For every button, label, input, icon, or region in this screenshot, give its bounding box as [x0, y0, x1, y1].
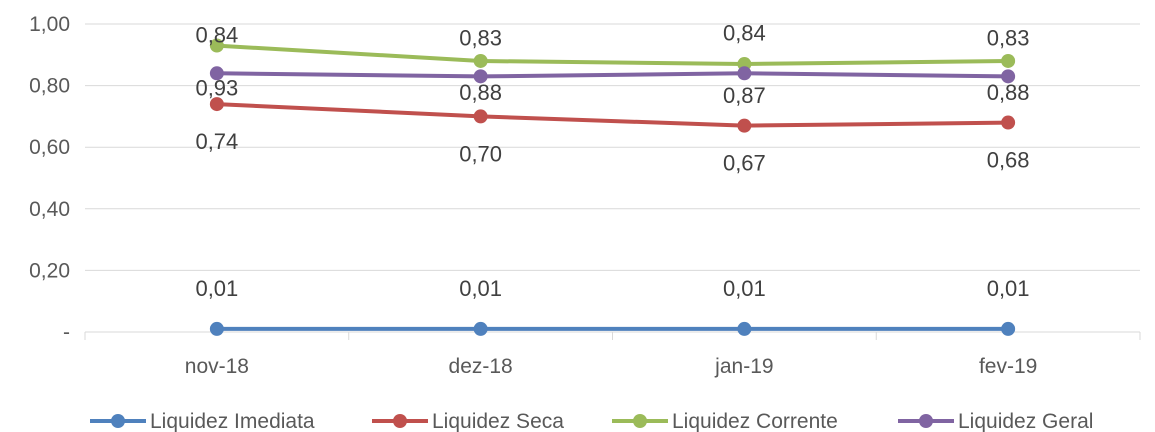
- data-label: 0,01: [723, 276, 766, 301]
- data-label: 0,01: [987, 276, 1030, 301]
- y-tick-label: 0,40: [29, 198, 70, 221]
- data-point: [473, 321, 488, 336]
- data-label: 0,83: [987, 25, 1030, 50]
- legend-label: Liquidez Seca: [432, 410, 564, 432]
- y-tick-label: 0,80: [29, 75, 70, 98]
- series-line-2: [216, 43, 1009, 66]
- series-line-3: [216, 71, 1009, 79]
- data-label: 0,88: [987, 80, 1030, 105]
- data-label: 0,88: [459, 80, 502, 105]
- data-point: [473, 69, 488, 84]
- data-point: [737, 321, 752, 336]
- x-tick-label: jan-19: [714, 355, 773, 378]
- data-point: [1001, 115, 1016, 130]
- data-label: 0,74: [195, 129, 238, 154]
- x-tick-label: fev-19: [979, 355, 1037, 378]
- series-line-1: [216, 102, 1009, 128]
- data-label: 0,70: [459, 141, 502, 166]
- data-label: 0,87: [723, 83, 766, 108]
- data-label: 0,01: [195, 276, 238, 301]
- x-tick-label: nov-18: [185, 355, 249, 378]
- data-label: 0,83: [459, 25, 502, 50]
- y-tick-label: -: [63, 321, 70, 344]
- x-tick-label: dez-18: [449, 355, 513, 378]
- data-point: [1001, 69, 1016, 84]
- data-point: [209, 321, 224, 336]
- legend-label: Liquidez Corrente: [672, 410, 838, 432]
- legend-swatch-marker: [111, 414, 125, 428]
- data-point: [209, 38, 224, 53]
- data-label: 0,84: [723, 20, 766, 45]
- data-point: [473, 53, 488, 68]
- legend-swatch-marker: [919, 414, 933, 428]
- y-tick-label: 0,60: [29, 136, 70, 159]
- data-point: [209, 97, 224, 112]
- data-label: 0,93: [195, 76, 238, 101]
- data-label: 0,68: [987, 148, 1030, 173]
- data-point: [1001, 53, 1016, 68]
- data-point: [737, 118, 752, 133]
- data-label: 0,01: [459, 276, 502, 301]
- data-point: [737, 66, 752, 81]
- y-tick-label: 0,20: [29, 259, 70, 282]
- y-tick-label: 1,00: [29, 13, 70, 36]
- legend-swatch-marker: [393, 414, 407, 428]
- legend-label: Liquidez Imediata: [150, 410, 315, 432]
- data-label: 0,84: [195, 22, 238, 47]
- data-point: [473, 109, 488, 124]
- legend-swatch-marker: [633, 414, 647, 428]
- data-label: 0,67: [723, 151, 766, 176]
- legend-label: Liquidez Geral: [958, 410, 1093, 432]
- data-point: [1001, 321, 1016, 336]
- data-point: [209, 66, 224, 81]
